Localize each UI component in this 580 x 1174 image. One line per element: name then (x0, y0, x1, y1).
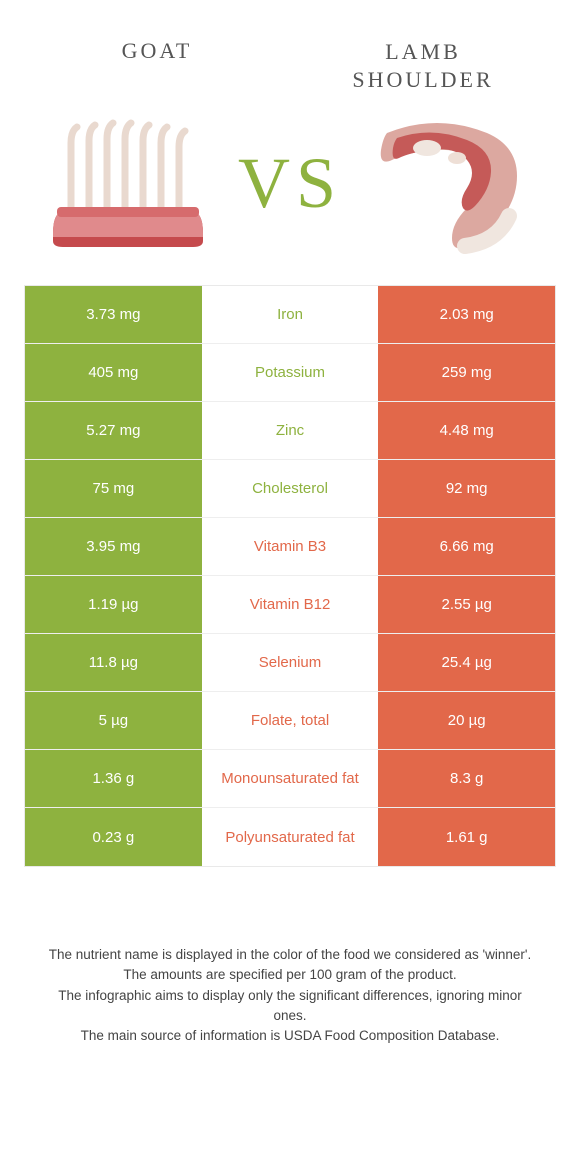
lamb-value: 20 µg (378, 692, 555, 749)
goat-value: 5 µg (25, 692, 202, 749)
footer-line: The infographic aims to display only the… (42, 986, 538, 1027)
footer-notes: The nutrient name is displayed in the co… (24, 945, 556, 1046)
nutrient-label: Cholesterol (202, 460, 379, 517)
lamb-value: 6.66 mg (378, 518, 555, 575)
table-row: 3.73 mgIron2.03 mg (25, 286, 555, 344)
goat-value: 405 mg (25, 344, 202, 401)
nutrient-label: Selenium (202, 634, 379, 691)
lamb-image (348, 103, 556, 263)
table-row: 3.95 mgVitamin B36.66 mg (25, 518, 555, 576)
nutrient-label: Zinc (202, 402, 379, 459)
lamb-value: 25.4 µg (378, 634, 555, 691)
table-row: 75 mgCholesterol92 mg (25, 460, 555, 518)
table-row: 405 mgPotassium259 mg (25, 344, 555, 402)
goat-value: 5.27 mg (25, 402, 202, 459)
nutrient-label: Vitamin B3 (202, 518, 379, 575)
nutrient-label: Monounsaturated fat (202, 750, 379, 807)
table-row: 5 µgFolate, total20 µg (25, 692, 555, 750)
footer-line: The main source of information is USDA F… (42, 1026, 538, 1046)
lamb-value: 2.55 µg (378, 576, 555, 633)
lamb-value: 8.3 g (378, 750, 555, 807)
table-row: 5.27 mgZinc4.48 mg (25, 402, 555, 460)
hero-row: VS (24, 103, 556, 263)
goat-value: 1.19 µg (25, 576, 202, 633)
vs-text: VS (238, 142, 342, 225)
table-row: 0.23 gPolyunsaturated fat1.61 g (25, 808, 555, 866)
nutrient-label: Polyunsaturated fat (202, 808, 379, 866)
nutrient-label: Folate, total (202, 692, 379, 749)
goat-value: 1.36 g (25, 750, 202, 807)
lamb-value: 2.03 mg (378, 286, 555, 343)
nutrient-label: Potassium (202, 344, 379, 401)
table-row: 1.36 gMonounsaturated fat8.3 g (25, 750, 555, 808)
footer-line: The nutrient name is displayed in the co… (42, 945, 538, 965)
header-titles: GOAT LAMBSHOULDER (24, 20, 556, 93)
nutrient-label: Vitamin B12 (202, 576, 379, 633)
title-lamb: LAMBSHOULDER (290, 20, 556, 93)
goat-value: 0.23 g (25, 808, 202, 866)
table-row: 1.19 µgVitamin B122.55 µg (25, 576, 555, 634)
footer-line: The amounts are specified per 100 gram o… (42, 965, 538, 985)
lamb-value: 259 mg (378, 344, 555, 401)
title-goat: GOAT (24, 20, 290, 64)
lamb-value: 4.48 mg (378, 402, 555, 459)
nutrient-label: Iron (202, 286, 379, 343)
lamb-value: 1.61 g (378, 808, 555, 866)
table-row: 11.8 µgSelenium25.4 µg (25, 634, 555, 692)
goat-value: 75 mg (25, 460, 202, 517)
goat-value: 3.95 mg (25, 518, 202, 575)
goat-value: 3.73 mg (25, 286, 202, 343)
comparison-table: 3.73 mgIron2.03 mg405 mgPotassium259 mg5… (24, 285, 556, 867)
lamb-value: 92 mg (378, 460, 555, 517)
goat-image (24, 103, 232, 263)
goat-value: 11.8 µg (25, 634, 202, 691)
